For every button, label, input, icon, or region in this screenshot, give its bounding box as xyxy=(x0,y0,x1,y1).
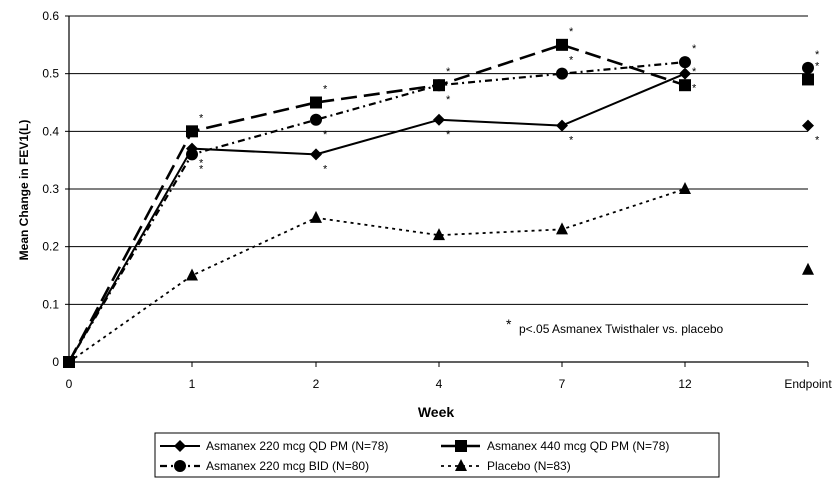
significance-star: * xyxy=(446,66,451,78)
y-tick-label: 0.2 xyxy=(42,240,59,254)
legend-item: Asmanex 440 mcg QD PM (N=78) xyxy=(441,439,669,453)
legend-item: Asmanex 220 mcg BID (N=80) xyxy=(160,459,369,473)
diamond-marker xyxy=(802,119,814,132)
x-tick-labels: 0 1 2 4 7 12 Endpoint xyxy=(66,377,833,391)
circle-marker xyxy=(556,67,568,80)
series-line xyxy=(68,188,686,363)
legend-label: Asmanex 440 mcg QD PM (N=78) xyxy=(487,439,669,453)
square-marker xyxy=(802,73,814,86)
y-tick-label: 0.3 xyxy=(42,182,59,196)
significance-stars: * ** ******** ****** * xyxy=(199,26,820,176)
x-tick-label: 1 xyxy=(189,377,196,391)
significance-star: * xyxy=(323,84,328,96)
diamond-marker xyxy=(310,148,322,161)
circle-marker xyxy=(679,56,691,69)
triangle-marker xyxy=(186,268,198,281)
significance-star: * xyxy=(692,66,697,78)
significance-star: * xyxy=(569,135,574,147)
legend-label: Asmanex 220 mcg BID (N=80) xyxy=(206,459,369,473)
triangle-marker xyxy=(310,210,322,223)
legend-label: Placebo (N=83) xyxy=(487,459,571,473)
triangle-marker xyxy=(433,228,445,241)
x-tick-label: 2 xyxy=(313,377,320,391)
annotation-text: p<.05 Asmanex Twisthaler vs. placebo xyxy=(519,322,724,336)
square-marker xyxy=(186,125,198,138)
series-line xyxy=(68,61,686,363)
significance-star: * xyxy=(446,94,451,106)
circle-marker xyxy=(174,460,186,472)
axes xyxy=(68,16,809,367)
diamond-marker xyxy=(556,119,568,132)
legend-box xyxy=(154,432,720,478)
y-tick-labels: 0 0.1 0.2 0.3 0.4 0.5 0.6 xyxy=(42,9,59,369)
x-axis-title: Week xyxy=(418,404,455,420)
circle-marker xyxy=(186,148,198,161)
diamond-marker xyxy=(174,440,186,452)
significance-star: * xyxy=(569,26,574,38)
legend-item: Asmanex 220 mcg QD PM (N=78) xyxy=(160,439,388,453)
significance-star: * xyxy=(569,55,574,67)
square-marker xyxy=(310,96,322,109)
significance-star: * xyxy=(323,163,328,175)
series-lines xyxy=(67,43,686,363)
significance-star: * xyxy=(199,112,204,124)
diamond-marker xyxy=(679,67,691,80)
y-tick-label: 0.5 xyxy=(42,67,59,81)
significance-star: * xyxy=(199,158,204,170)
y-tick-label: 0.4 xyxy=(42,124,59,138)
square-marker xyxy=(455,440,467,452)
diamond-marker xyxy=(433,113,445,126)
annotation-note: * p<.05 Asmanex Twisthaler vs. placebo xyxy=(506,316,724,336)
circle-marker xyxy=(433,79,445,92)
x-tick-label: Endpoint xyxy=(784,377,832,391)
significance-star: * xyxy=(446,129,451,141)
significance-star: * xyxy=(692,83,697,95)
circle-marker xyxy=(310,113,322,126)
square-marker xyxy=(679,79,691,92)
significance-star: * xyxy=(815,60,820,72)
x-tick-label: 7 xyxy=(559,377,566,391)
series-line xyxy=(68,72,686,363)
legend-item: Placebo (N=83) xyxy=(441,459,571,473)
annotation-star: * xyxy=(506,316,512,332)
significance-star: * xyxy=(815,49,820,61)
triangle-marker xyxy=(556,222,568,235)
gridlines xyxy=(65,15,808,363)
square-marker xyxy=(556,38,568,51)
x-tick-label: 0 xyxy=(66,377,73,391)
significance-star: * xyxy=(323,129,328,141)
series-line xyxy=(67,43,686,363)
legend-label: Asmanex 220 mcg QD PM (N=78) xyxy=(206,439,388,453)
y-tick-label: 0 xyxy=(52,355,59,369)
x-tick-label: 4 xyxy=(436,377,443,391)
triangle-marker xyxy=(679,182,691,194)
legend: Asmanex 220 mcg QD PM (N=78) Asmanex 440 … xyxy=(154,432,720,478)
y-tick-label: 0.1 xyxy=(42,297,59,311)
significance-star: * xyxy=(692,43,697,55)
y-axis-title: Mean Change in FEV1(L) xyxy=(17,120,31,261)
triangle-marker xyxy=(455,459,467,471)
significance-star: * xyxy=(199,163,204,175)
circle-marker xyxy=(802,61,814,74)
triangle-marker xyxy=(802,262,814,275)
x-tick-label: 12 xyxy=(678,377,692,391)
significance-star: * xyxy=(815,135,820,147)
triangle-marker xyxy=(63,355,75,367)
series-markers xyxy=(63,38,814,368)
y-tick-label: 0.6 xyxy=(42,9,59,23)
